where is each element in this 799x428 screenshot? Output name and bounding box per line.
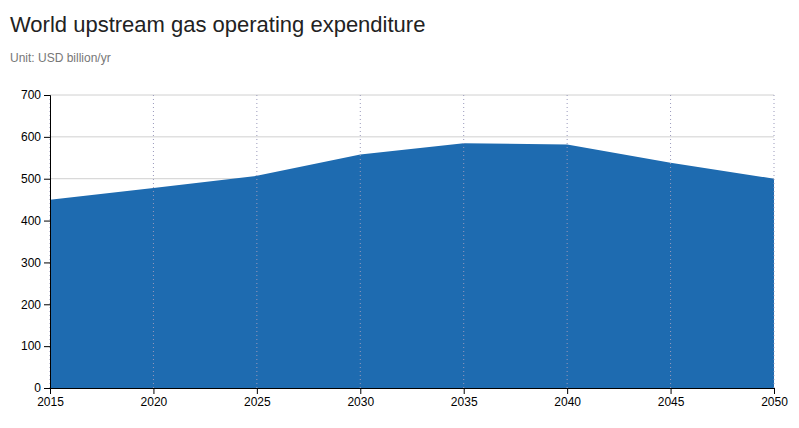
y-tick-mark — [44, 304, 50, 305]
y-tick: 500 — [21, 172, 50, 186]
y-grid-line — [50, 136, 774, 137]
x-tick-label: 2040 — [554, 395, 581, 409]
y-tick-mark — [44, 262, 50, 263]
x-tick-mark — [464, 388, 465, 394]
y-tick-label: 100 — [21, 339, 41, 353]
area — [50, 143, 774, 388]
y-tick-mark — [44, 221, 50, 222]
x-grid-line — [463, 95, 464, 388]
x-tick: 2020 — [141, 388, 168, 409]
y-tick: 0 — [34, 381, 50, 395]
y-tick: 600 — [21, 130, 50, 144]
y-tick: 100 — [21, 339, 50, 353]
x-tick-label: 2050 — [761, 395, 788, 409]
x-tick-label: 2030 — [347, 395, 374, 409]
x-axis: 2015 2020 2025 2030 2035 2040 2045 2050 — [37, 388, 788, 409]
y-tick: 700 — [21, 88, 50, 102]
y-tick: 400 — [21, 214, 50, 228]
chart-svg: World upstream gas operating expenditure… — [0, 0, 799, 428]
x-tick-mark — [567, 388, 568, 394]
chart-title: World upstream gas operating expenditure — [10, 12, 425, 37]
y-tick: 200 — [21, 298, 50, 312]
x-tick: 2045 — [658, 388, 685, 409]
x-tick-mark — [360, 388, 361, 394]
y-axis: 0 100 200 300 400 500 600 700 — [21, 88, 51, 395]
y-tick-mark — [44, 179, 50, 180]
x-tick: 2050 — [761, 388, 788, 409]
y-tick-mark — [44, 95, 50, 96]
y-axis-domain — [44, 96, 51, 389]
y-grid-line — [50, 95, 774, 96]
x-tick-mark — [774, 388, 775, 394]
y-tick-label: 600 — [21, 130, 41, 144]
y-tick-label: 500 — [21, 172, 41, 186]
marks — [50, 143, 774, 388]
y-tick-mark — [44, 346, 50, 347]
y-grid — [50, 95, 774, 388]
x-grid-line — [670, 95, 671, 388]
y-tick-label: 700 — [21, 88, 41, 102]
x-axis-domain — [51, 389, 775, 395]
y-tick-label: 400 — [21, 214, 41, 228]
x-grid-line — [567, 95, 568, 388]
y-tick-mark — [44, 137, 50, 138]
x-tick: 2040 — [554, 388, 581, 409]
x-tick-mark — [153, 388, 154, 394]
x-tick-label: 2045 — [658, 395, 685, 409]
x-grid-line — [153, 95, 154, 388]
x-grid — [50, 95, 774, 388]
x-tick: 2030 — [347, 388, 374, 409]
y-tick: 300 — [21, 256, 50, 270]
x-tick-label: 2020 — [141, 395, 168, 409]
x-tick-label: 2025 — [244, 395, 271, 409]
plot: 2015 2020 2025 2030 2035 2040 2045 2050 0 100 200 3… — [21, 88, 788, 408]
y-tick-label: 0 — [34, 381, 41, 395]
x-grid-line — [256, 95, 257, 388]
x-tick-mark — [671, 388, 672, 394]
x-grid-line — [774, 95, 775, 388]
x-grid-line — [360, 95, 361, 388]
y-tick-label: 300 — [21, 256, 41, 270]
x-tick: 2025 — [244, 388, 271, 409]
x-tick-mark — [257, 388, 258, 394]
x-tick: 2035 — [451, 388, 478, 409]
x-tick: 2015 — [37, 388, 64, 409]
x-tick-label: 2015 — [37, 395, 64, 409]
y-tick-label: 200 — [21, 298, 41, 312]
chart-subtitle: Unit: USD billion/yr — [10, 51, 111, 65]
x-tick-label: 2035 — [451, 395, 478, 409]
y-tick-mark — [44, 388, 50, 389]
